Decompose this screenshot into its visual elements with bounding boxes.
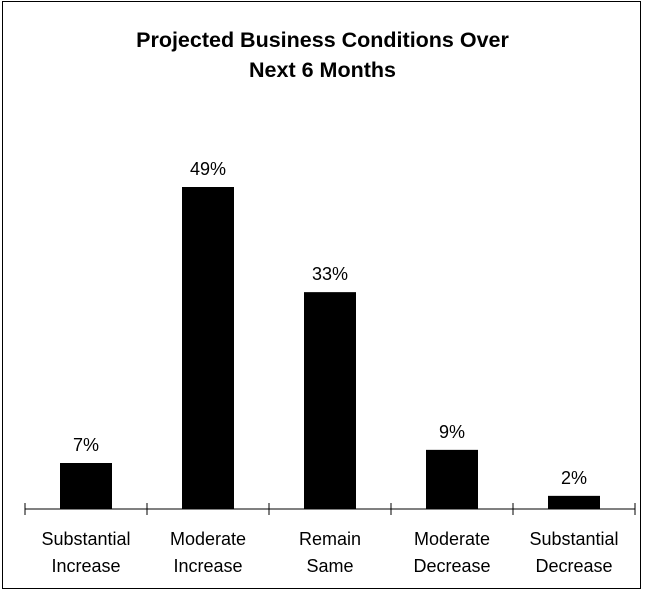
category-label-4-line-1: Moderate	[414, 529, 490, 549]
category-label-5-line-2: Decrease	[535, 556, 612, 576]
bar-3	[304, 292, 356, 509]
bar-2	[182, 187, 234, 509]
data-label-1: 7%	[73, 435, 99, 455]
bar-5	[548, 496, 600, 509]
category-label-5-line-1: Substantial	[529, 529, 618, 549]
category-label-4-line-2: Decrease	[413, 556, 490, 576]
data-label-3: 33%	[312, 264, 348, 284]
bar-4	[426, 450, 478, 509]
category-label-1-line-2: Increase	[51, 556, 120, 576]
data-label-4: 9%	[439, 422, 465, 442]
category-label-2-line-1: Moderate	[170, 529, 246, 549]
category-label-3-line-1: Remain	[299, 529, 361, 549]
data-label-2: 49%	[190, 159, 226, 179]
category-label-2-line-2: Increase	[173, 556, 242, 576]
category-label-1-line-1: Substantial	[41, 529, 130, 549]
category-label-3-line-2: Same	[306, 556, 353, 576]
data-label-5: 2%	[561, 468, 587, 488]
bar-1	[60, 463, 112, 509]
